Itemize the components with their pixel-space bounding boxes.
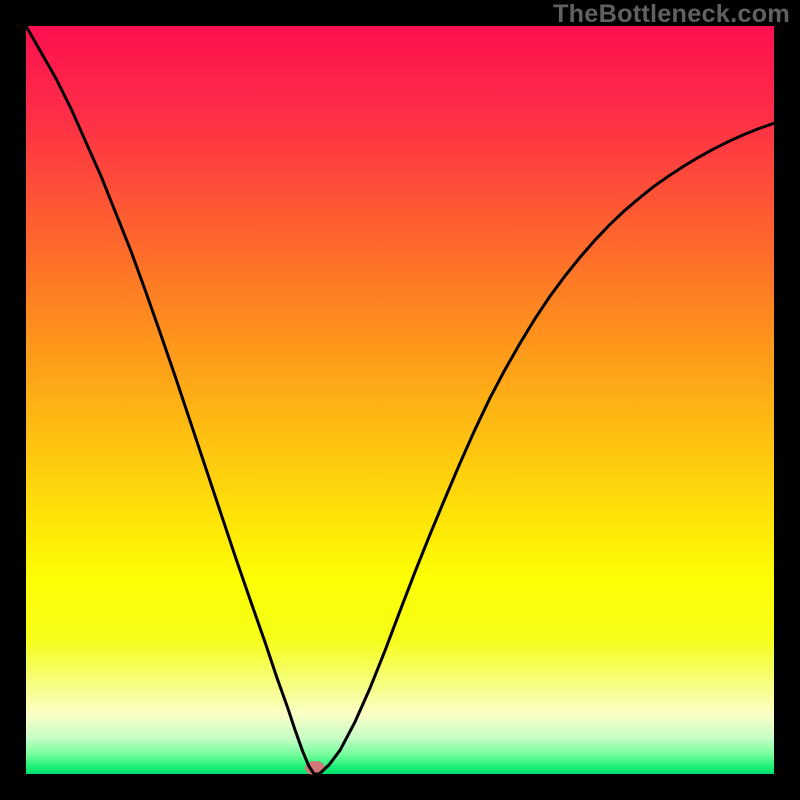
bottleneck-chart: [0, 0, 800, 800]
plot-background: [26, 26, 774, 774]
watermark-text: TheBottleneck.com: [553, 0, 790, 29]
chart-root: TheBottleneck.com: [0, 0, 800, 800]
